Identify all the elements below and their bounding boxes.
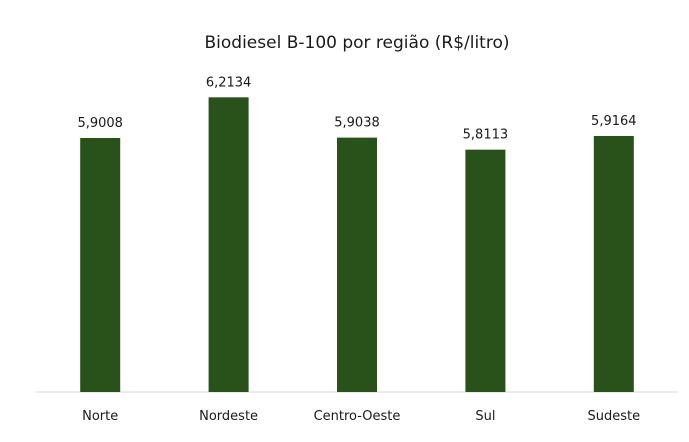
bar-sudeste [593,135,634,393]
category-label: Sudeste [587,409,640,424]
category-label: Nordeste [199,409,258,424]
category-labels-group: Norte Nordeste Centro-Oeste Sul Sudeste [82,409,640,424]
value-labels-group: 5,9008 6,2134 5,9038 5,8113 5,9164 [77,75,636,142]
value-label: 5,9164 [591,114,637,129]
bar-norte [80,138,121,392]
category-label: Norte [82,409,118,424]
chart-title: Biodiesel B-100 por região (R$/litro) [205,33,510,53]
value-label: 5,8113 [463,128,509,143]
value-label: 5,9038 [334,116,380,131]
category-label: Centro-Oeste [314,409,401,424]
bars-group [80,97,634,393]
bar-centro-oeste [337,137,377,392]
bar-sul [465,149,506,392]
bar-nordeste [208,97,249,392]
value-label: 5,9008 [77,116,123,131]
value-label: 6,2134 [206,75,252,90]
category-label: Sul [475,409,495,424]
